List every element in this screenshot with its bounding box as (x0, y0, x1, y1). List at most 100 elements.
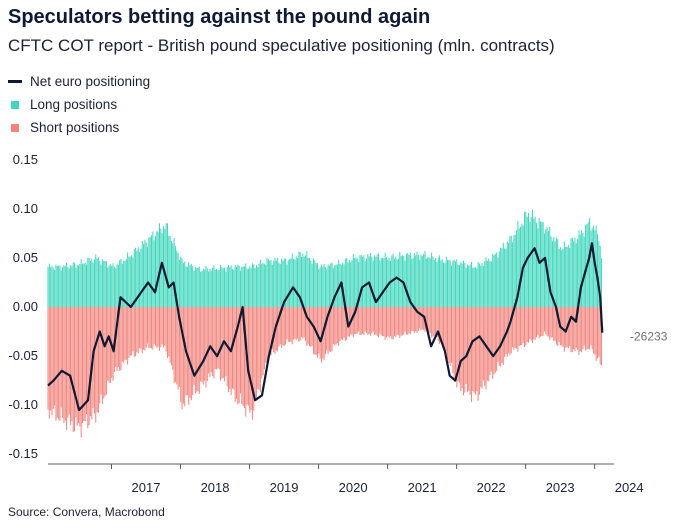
short-bar (194, 307, 196, 394)
long-bar (395, 256, 397, 307)
long-bar (141, 240, 143, 307)
short-bar (101, 307, 103, 404)
long-bar (343, 264, 345, 307)
short-bar (174, 307, 176, 382)
long-bar (411, 258, 413, 307)
long-bar (445, 256, 447, 307)
long-bar (152, 231, 154, 307)
long-bar (598, 241, 600, 307)
y-tick-label: 0.10 (13, 201, 38, 216)
short-bar (217, 307, 219, 369)
long-bar (85, 264, 87, 307)
short-bar (172, 307, 174, 370)
long-bar (294, 259, 296, 307)
long-bar (578, 230, 580, 307)
long-bar (549, 226, 551, 307)
long-bar (432, 256, 434, 307)
long-bar (439, 255, 441, 307)
short-bar (436, 307, 438, 337)
y-tick-label: 0.00 (13, 299, 38, 314)
short-bar (131, 307, 133, 356)
short-bar (56, 307, 58, 418)
long-bar (456, 259, 458, 307)
long-bar (251, 263, 253, 307)
short-bar (255, 307, 257, 399)
long-bar (71, 266, 73, 307)
long-bar (319, 267, 321, 307)
short-bar (109, 307, 111, 384)
long-bar (246, 268, 248, 307)
short-bar (376, 307, 378, 337)
long-bar (559, 247, 561, 307)
short-bar (76, 307, 78, 426)
long-bar (132, 257, 134, 307)
short-bar (585, 307, 587, 351)
short-bar (443, 307, 445, 347)
short-bar (412, 307, 414, 331)
short-bar (340, 307, 342, 340)
long-bar (149, 237, 151, 307)
short-bar (416, 307, 418, 333)
short-bar (148, 307, 150, 349)
short-bar (359, 307, 361, 335)
long-bar (96, 258, 98, 307)
short-bar (500, 307, 502, 367)
long-bar (370, 252, 372, 307)
long-bar (291, 253, 293, 307)
long-bar (200, 271, 202, 307)
short-bar (531, 307, 533, 343)
long-bar (241, 266, 243, 307)
long-bar (173, 237, 175, 307)
long-bar (67, 267, 69, 307)
short-bar (156, 307, 158, 348)
long-bar (335, 264, 337, 307)
long-bar (314, 260, 316, 307)
long-bar (409, 252, 411, 307)
short-bar (290, 307, 292, 342)
long-bar (362, 256, 364, 307)
long-bar (424, 251, 426, 307)
long-bar (303, 257, 305, 307)
short-bar (448, 307, 450, 363)
long-bar (494, 253, 496, 307)
short-bar (250, 307, 252, 411)
short-bar (298, 307, 300, 342)
short-bar (261, 307, 263, 379)
x-tick-label: 2017 (132, 480, 161, 495)
short-bar (104, 307, 106, 397)
long-bar (447, 259, 449, 307)
long-bar (124, 260, 126, 307)
long-bar (518, 228, 520, 307)
short-bar (429, 307, 431, 334)
long-bar (513, 235, 515, 307)
short-bar (285, 307, 287, 345)
short-bar (237, 307, 239, 405)
short-bar (557, 307, 559, 346)
short-bar (202, 307, 204, 385)
long-bar (567, 245, 569, 307)
short-bar (449, 307, 451, 366)
long-bar (164, 228, 166, 307)
long-bar (133, 249, 135, 307)
long-bar (273, 260, 275, 307)
short-bar (254, 307, 256, 397)
long-bar (217, 269, 219, 307)
short-bar (409, 307, 411, 335)
short-bar (216, 307, 218, 370)
short-bar (387, 307, 389, 337)
long-bar (60, 270, 62, 307)
short-bar (457, 307, 459, 382)
short-bar (47, 307, 49, 410)
long-bar (84, 262, 86, 307)
long-bar (496, 252, 498, 307)
short-bar (477, 307, 479, 401)
long-bar (204, 270, 206, 307)
x-tick-label: 2022 (477, 480, 506, 495)
long-bar (326, 269, 328, 307)
short-bar (193, 307, 195, 386)
chart-subtitle: CFTC COT report - British pound speculat… (8, 36, 555, 55)
long-bar (117, 265, 119, 307)
long-bar (421, 255, 423, 307)
long-bar (416, 251, 418, 307)
short-bar (235, 307, 237, 399)
